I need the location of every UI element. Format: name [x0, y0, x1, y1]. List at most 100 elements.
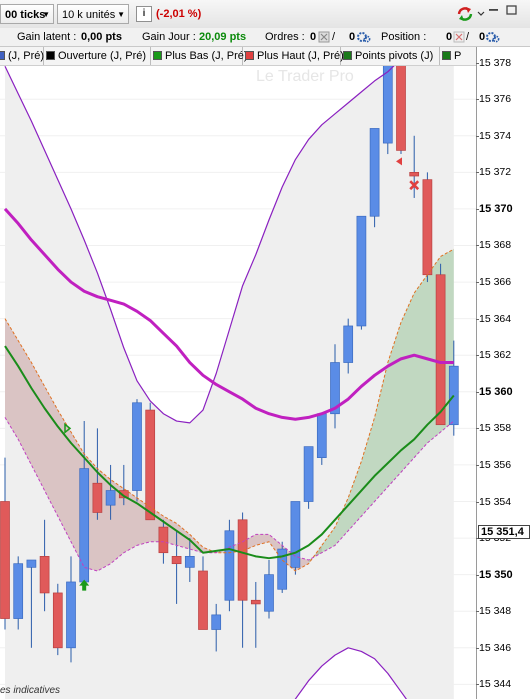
- candle-bullish: [330, 362, 340, 415]
- candle-bearish: [435, 274, 446, 426]
- bollinger-lower: [294, 647, 408, 699]
- ticks-dropdown-label: 00 ticks: [5, 9, 46, 21]
- y-tick-label: 15 350: [476, 568, 513, 581]
- indicator-legend: (J, Pré) Ouverture (J, Pré) Plus Bas (J, P…: [0, 47, 476, 66]
- legend-item[interactable]: P: [440, 47, 476, 65]
- candle-bullish: [316, 413, 327, 458]
- refresh-icon[interactable]: [457, 7, 473, 21]
- buy-arrow-icon: [79, 579, 90, 591]
- legend-label: P: [454, 50, 462, 62]
- y-tick-label: 15 356: [475, 458, 512, 471]
- legend-label: Points pivots (J): [355, 50, 434, 62]
- candle-bullish: [382, 65, 393, 144]
- candle-bullish: [303, 446, 314, 502]
- sell-cross-icon: [409, 180, 420, 191]
- units-dropdown-label: 10 k unités: [62, 9, 116, 21]
- legend-item[interactable]: Plus Haut (J, Pré): [243, 47, 344, 65]
- y-tick-label: 15 364: [475, 312, 512, 325]
- chevron-down-icon: ▼: [117, 10, 125, 19]
- cloud-edge-lower: [4, 417, 455, 572]
- y-tick-label: 15 370: [476, 202, 513, 215]
- y-tick-label: 15 368: [475, 239, 512, 252]
- close-position-icon[interactable]: [453, 31, 465, 43]
- sell-arrow-icon: [396, 157, 402, 166]
- candle-bearish: [250, 599, 261, 605]
- cloud-edge-upper: [4, 248, 455, 572]
- position-sep: /: [466, 31, 470, 43]
- legend-label: Plus Bas (J, Pré): [165, 50, 248, 62]
- candle-bullish: [13, 563, 24, 619]
- candle-bullish: [356, 215, 367, 327]
- close-order-icon[interactable]: [318, 31, 330, 43]
- moving-average-slow: [3, 207, 454, 421]
- footnote: es indicatives: [0, 685, 61, 696]
- legend-item[interactable]: Ouverture (J, Pré): [44, 47, 151, 65]
- gear-icon[interactable]: [486, 32, 500, 43]
- legend-item[interactable]: (J, Pré): [0, 47, 44, 65]
- y-tick-label: 15 346: [475, 641, 512, 654]
- candle-bearish: [422, 179, 433, 276]
- y-tick-label: 15 358: [475, 422, 512, 435]
- units-dropdown[interactable]: 10 k unités ▼: [57, 4, 129, 24]
- legend-swatch-icon: [0, 51, 5, 60]
- gain-latent-value: 0,00 pts: [81, 31, 122, 43]
- candle-bullish: [369, 128, 380, 217]
- y-tick-label: 15 378: [475, 56, 512, 69]
- legend-label: (J, Pré): [8, 50, 45, 62]
- ordres-label: Ordres :: [265, 31, 305, 43]
- change-percent: (-2,01 %): [156, 8, 202, 20]
- gain-jour-label: Gain Jour :: [142, 31, 196, 43]
- ordres-count-b: 0: [349, 31, 356, 43]
- candle-bearish: [409, 171, 420, 177]
- candle-bearish: [118, 490, 129, 499]
- legend-item[interactable]: Plus Bas (J, Pré): [151, 47, 248, 65]
- chevron-down-icon: ▼: [42, 10, 50, 19]
- candle-bullish: [66, 581, 76, 649]
- cloud-bullish: [308, 249, 454, 564]
- maximize-icon[interactable]: [506, 5, 517, 15]
- candle-bearish: [92, 482, 103, 513]
- y-tick-label: 15 366: [475, 276, 512, 289]
- y-tick-label: 15 360: [476, 385, 513, 398]
- candle-bearish: [396, 65, 406, 151]
- candle-bearish: [171, 556, 182, 565]
- bollinger-upper: [4, 65, 396, 424]
- info-icon[interactable]: i: [136, 6, 152, 22]
- candle-bullish: [264, 574, 274, 612]
- candle-bullish: [79, 468, 90, 583]
- minimize-icon[interactable]: [489, 9, 498, 11]
- y-tick-label: 15 344: [475, 678, 512, 691]
- candle-bullish: [184, 556, 195, 568]
- legend-swatch-icon: [46, 51, 55, 60]
- moving-average-fast: [4, 345, 455, 560]
- y-tick-label: 15 348: [475, 605, 512, 618]
- candle-bearish: [52, 592, 63, 649]
- y-tick-label: 15 362: [475, 349, 512, 362]
- buy-signal-triangle-icon: [64, 422, 72, 434]
- current-price-label: 15 351,4: [478, 525, 530, 539]
- status-bar: Gain latent : 0,00 pts Gain Jour : 20,09…: [0, 28, 530, 47]
- position-label: Position :: [381, 31, 427, 43]
- candle-bearish: [145, 409, 156, 521]
- candle-bullish: [277, 548, 288, 590]
- toolbar: 00 ticks ▼ 10 k unités ▼ i (-2,01 %): [0, 0, 530, 29]
- gear-icon[interactable]: [357, 32, 371, 43]
- gain-latent-label: Gain latent :: [17, 31, 77, 43]
- candle-bearish: [0, 501, 10, 619]
- candle-bearish: [198, 570, 208, 630]
- y-tick-label: 15 354: [475, 495, 512, 508]
- legend-item[interactable]: Points pivots (J): [341, 47, 440, 65]
- price-chart[interactable]: Le Trader Pro: [0, 65, 476, 699]
- candle-bullish: [211, 614, 222, 630]
- ticks-dropdown[interactable]: 00 ticks ▼: [0, 4, 54, 24]
- legend-swatch-icon: [442, 51, 451, 60]
- legend-swatch-icon: [343, 51, 352, 60]
- position-count-a: 0: [446, 31, 453, 43]
- watermark: Le Trader Pro: [256, 68, 354, 85]
- ordres-count-a: 0: [310, 31, 317, 43]
- legend-label: Plus Haut (J, Pré): [257, 50, 344, 62]
- chevron-down-icon[interactable]: [477, 11, 485, 16]
- toolbar-icons: [457, 5, 517, 21]
- candle-bullish: [290, 501, 301, 568]
